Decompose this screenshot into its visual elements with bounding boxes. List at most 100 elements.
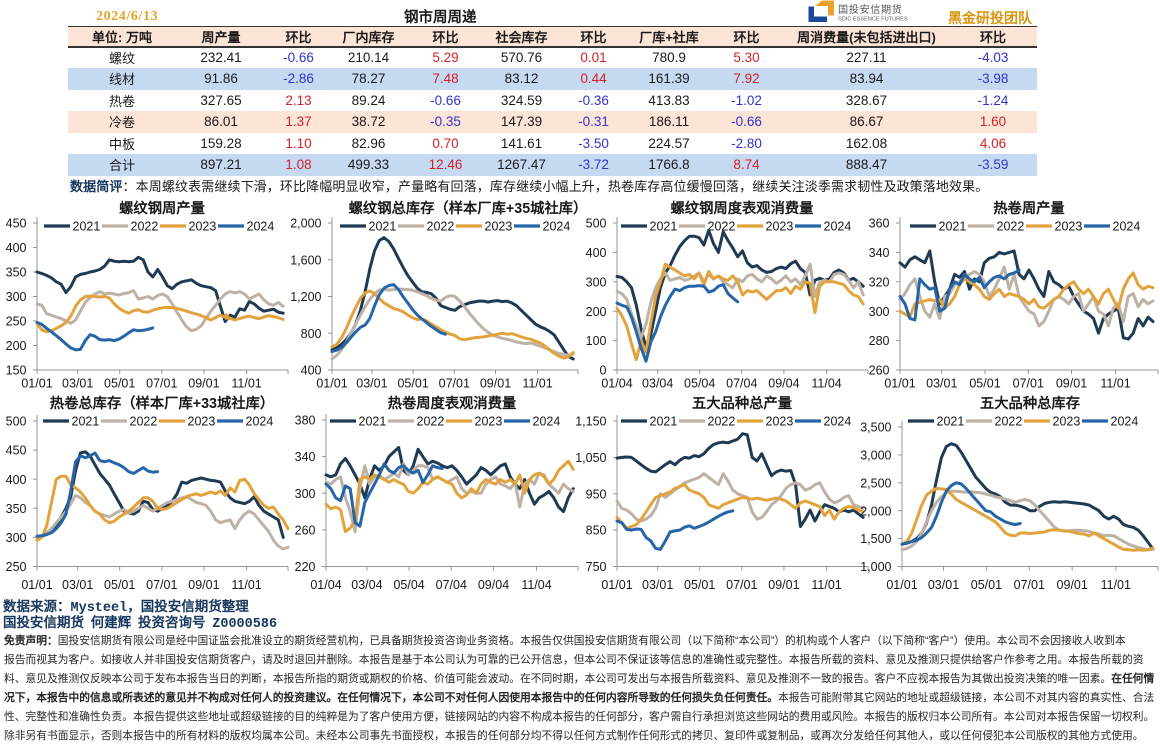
svg-text:3,500: 3,500 bbox=[860, 421, 891, 435]
svg-text:07/04: 07/04 bbox=[436, 578, 467, 590]
svg-text:07/01: 07/01 bbox=[146, 377, 177, 391]
svg-text:热卷周度表观消费量: 热卷周度表观消费量 bbox=[388, 394, 517, 412]
svg-text:340: 340 bbox=[295, 450, 316, 464]
svg-text:03/01: 03/01 bbox=[62, 578, 93, 590]
svg-text:09/01: 09/01 bbox=[1056, 377, 1087, 391]
svg-text:05/04: 05/04 bbox=[393, 578, 424, 590]
svg-text:2024: 2024 bbox=[246, 415, 274, 429]
svg-text:350: 350 bbox=[6, 266, 27, 280]
svg-text:2024: 2024 bbox=[533, 415, 561, 429]
svg-text:250: 250 bbox=[6, 560, 27, 574]
svg-text:1,500: 1,500 bbox=[860, 532, 891, 546]
svg-text:200: 200 bbox=[586, 305, 607, 319]
svg-text:2021: 2021 bbox=[939, 220, 967, 234]
svg-text:950: 950 bbox=[586, 487, 607, 501]
svg-text:01/04: 01/04 bbox=[601, 377, 632, 391]
svg-text:05/01: 05/01 bbox=[397, 377, 428, 391]
svg-text:500: 500 bbox=[6, 415, 27, 429]
svg-text:五大品种总库存: 五大品种总库存 bbox=[980, 394, 1080, 412]
svg-text:2023: 2023 bbox=[475, 415, 503, 429]
svg-text:2022: 2022 bbox=[427, 220, 455, 234]
svg-text:05/01: 05/01 bbox=[969, 377, 1000, 391]
svg-text:03/04: 03/04 bbox=[351, 578, 382, 590]
svg-text:0: 0 bbox=[600, 364, 607, 378]
svg-text:11/01: 11/01 bbox=[1100, 377, 1130, 391]
svg-text:09/04: 09/04 bbox=[478, 578, 509, 590]
svg-text:2,500: 2,500 bbox=[860, 476, 891, 490]
svg-text:05/01: 05/01 bbox=[104, 578, 135, 590]
svg-text:11/01: 11/01 bbox=[811, 578, 841, 590]
svg-text:2021: 2021 bbox=[937, 415, 965, 429]
svg-text:340: 340 bbox=[869, 246, 890, 260]
svg-text:220: 220 bbox=[295, 560, 316, 574]
svg-text:07/04: 07/04 bbox=[726, 377, 757, 391]
svg-text:500: 500 bbox=[586, 217, 607, 231]
svg-text:300: 300 bbox=[869, 305, 890, 319]
svg-text:01/01: 01/01 bbox=[21, 377, 52, 391]
svg-text:2024: 2024 bbox=[1111, 415, 1139, 429]
svg-text:250: 250 bbox=[6, 315, 27, 329]
svg-text:SDIC ESSENCE FUTURES: SDIC ESSENCE FUTURES bbox=[838, 17, 908, 23]
svg-text:300: 300 bbox=[586, 275, 607, 289]
svg-text:3,000: 3,000 bbox=[860, 449, 891, 463]
svg-text:09/04: 09/04 bbox=[768, 377, 799, 391]
svg-text:380: 380 bbox=[295, 414, 316, 428]
svg-text:300: 300 bbox=[6, 290, 27, 304]
svg-text:2021: 2021 bbox=[650, 415, 678, 429]
svg-text:螺纹钢总库存（样本厂库+35城社库）: 螺纹钢总库存（样本厂库+35城社库） bbox=[349, 199, 588, 217]
svg-text:2022: 2022 bbox=[708, 220, 736, 234]
svg-text:450: 450 bbox=[6, 217, 27, 231]
svg-text:07/01: 07/01 bbox=[1013, 377, 1044, 391]
svg-text:2023: 2023 bbox=[189, 220, 217, 234]
svg-text:400: 400 bbox=[6, 473, 27, 487]
svg-text:450: 450 bbox=[6, 444, 27, 458]
svg-text:150: 150 bbox=[6, 364, 27, 378]
svg-text:2021: 2021 bbox=[369, 220, 397, 234]
svg-text:280: 280 bbox=[869, 334, 890, 348]
svg-text:11/01: 11/01 bbox=[522, 377, 552, 391]
svg-text:01/04: 01/04 bbox=[310, 578, 341, 590]
svg-text:2024: 2024 bbox=[1113, 220, 1141, 234]
svg-text:2022: 2022 bbox=[995, 415, 1023, 429]
svg-text:05/04: 05/04 bbox=[684, 377, 715, 391]
svg-text:螺纹钢周产量: 螺纹钢周产量 bbox=[119, 199, 205, 217]
svg-text:2022: 2022 bbox=[417, 415, 445, 429]
svg-text:300: 300 bbox=[295, 487, 316, 501]
svg-text:1,600: 1,600 bbox=[290, 253, 321, 267]
svg-text:2023: 2023 bbox=[485, 220, 513, 234]
svg-text:2022: 2022 bbox=[130, 415, 158, 429]
svg-text:07/01: 07/01 bbox=[439, 377, 470, 391]
svg-text:400: 400 bbox=[301, 364, 322, 378]
svg-text:热卷周产量: 热卷周产量 bbox=[993, 199, 1064, 217]
svg-text:750: 750 bbox=[586, 560, 607, 574]
svg-text:260: 260 bbox=[295, 524, 316, 538]
svg-text:09/01: 09/01 bbox=[768, 578, 799, 590]
svg-text:2023: 2023 bbox=[766, 415, 794, 429]
svg-text:03/01: 03/01 bbox=[928, 578, 959, 590]
svg-text:09/01: 09/01 bbox=[480, 377, 511, 391]
svg-text:09/01: 09/01 bbox=[188, 578, 219, 590]
svg-text:2023: 2023 bbox=[188, 415, 216, 429]
svg-text:360: 360 bbox=[869, 217, 890, 231]
svg-text:320: 320 bbox=[869, 275, 890, 289]
svg-text:11/01: 11/01 bbox=[231, 578, 261, 590]
svg-text:05/01: 05/01 bbox=[104, 377, 135, 391]
svg-text:400: 400 bbox=[586, 246, 607, 260]
svg-text:1,200: 1,200 bbox=[290, 290, 321, 304]
svg-text:2024: 2024 bbox=[824, 415, 852, 429]
svg-text:03/04: 03/04 bbox=[642, 377, 673, 391]
svg-text:1,050: 1,050 bbox=[575, 451, 606, 465]
svg-text:2023: 2023 bbox=[1055, 220, 1083, 234]
svg-text:2021: 2021 bbox=[73, 220, 101, 234]
svg-text:2022: 2022 bbox=[708, 415, 736, 429]
svg-text:2024: 2024 bbox=[247, 220, 275, 234]
svg-text:03/01: 03/01 bbox=[926, 377, 957, 391]
svg-text:350: 350 bbox=[6, 502, 27, 516]
svg-text:09/01: 09/01 bbox=[188, 377, 219, 391]
svg-text:03/01: 03/01 bbox=[642, 578, 673, 590]
svg-text:2022: 2022 bbox=[997, 220, 1025, 234]
svg-text:01/01: 01/01 bbox=[316, 377, 347, 391]
svg-text:2,000: 2,000 bbox=[860, 504, 891, 518]
svg-text:2024: 2024 bbox=[824, 220, 852, 234]
svg-text:400: 400 bbox=[6, 241, 27, 255]
